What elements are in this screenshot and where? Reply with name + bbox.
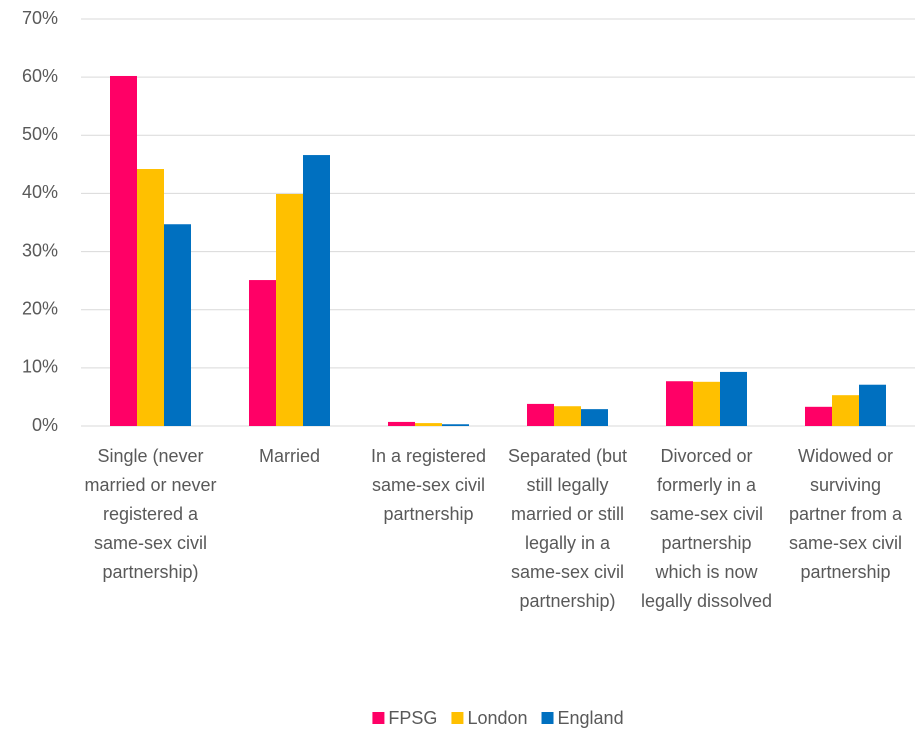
y-tick-label: 40%: [22, 182, 58, 202]
bar: [164, 224, 191, 426]
label-line: In a registered: [371, 446, 486, 466]
label-line: partnership: [383, 504, 473, 524]
y-tick-label: 50%: [22, 124, 58, 144]
legend: FPSG London England: [372, 708, 624, 728]
label-line: partnership): [519, 591, 615, 611]
legend-label: England: [558, 708, 624, 728]
x-tick-label: Single (never married or never registered …: [84, 446, 216, 582]
label-line: same-sex civil: [372, 475, 485, 495]
x-tick-label: In a registered same-sex civil partnership: [371, 446, 486, 524]
label-line: same-sex civil: [789, 533, 902, 553]
y-tick-label: 0%: [32, 415, 58, 435]
legend-swatch: [451, 712, 464, 724]
bar: [859, 384, 886, 426]
x-tick-label: Widowed or surviving partner from a same-se…: [789, 446, 903, 582]
bar: [581, 409, 608, 426]
bar: [832, 395, 859, 426]
legend-swatch: [541, 712, 554, 724]
bar: [554, 406, 581, 426]
bar: [415, 423, 442, 426]
y-tick-label: 10%: [22, 357, 58, 377]
label-line: partnership): [102, 562, 198, 582]
label-line: Divorced or: [660, 446, 752, 466]
label-line: married or never: [84, 475, 216, 495]
label-line: same-sex civil: [650, 504, 763, 524]
label-line: partnership: [800, 562, 890, 582]
label-line: Widowed or: [798, 446, 893, 466]
label-line: still legally: [526, 475, 608, 495]
bar: [137, 169, 164, 426]
bar: [303, 155, 330, 426]
bar: [388, 421, 415, 426]
label-line: Single (never: [97, 446, 203, 466]
legend-swatch: [372, 712, 385, 724]
label-line: same-sex civil: [511, 562, 624, 582]
x-tick-label: Married: [259, 446, 320, 466]
bar: [527, 403, 554, 426]
label-line: same-sex civil: [94, 533, 207, 553]
bar: [693, 381, 720, 426]
label-line: which is now: [654, 562, 758, 582]
label-line: registered a: [103, 504, 199, 524]
label-line: Separated (but: [508, 446, 627, 466]
y-tick-label: 60%: [22, 66, 58, 86]
label-line: legally dissolved: [641, 591, 772, 611]
bar: [666, 381, 693, 426]
label-line: partner from a: [789, 504, 903, 524]
label-line: married or still: [511, 504, 624, 524]
legend-label: FPSG: [388, 708, 437, 728]
y-tick-label: 20%: [22, 298, 58, 318]
label-line: legally in a: [525, 533, 611, 553]
x-tick-label: Divorced or formerly in a same-sex civil pa…: [641, 446, 772, 611]
y-tick-label: 30%: [22, 240, 58, 260]
bar: [249, 280, 276, 426]
bar: [805, 406, 832, 426]
label-line: partnership: [661, 533, 751, 553]
label-line: Married: [259, 446, 320, 466]
label-line: surviving: [810, 475, 881, 495]
legend-label: London: [467, 708, 527, 728]
y-tick-label: 70%: [22, 8, 58, 28]
bar: [276, 194, 303, 426]
label-line: formerly in a: [657, 475, 757, 495]
bar: [110, 75, 137, 426]
bar: [442, 424, 469, 426]
bar: [720, 371, 747, 426]
x-tick-label: Separated (but still legally married or st…: [508, 446, 627, 611]
